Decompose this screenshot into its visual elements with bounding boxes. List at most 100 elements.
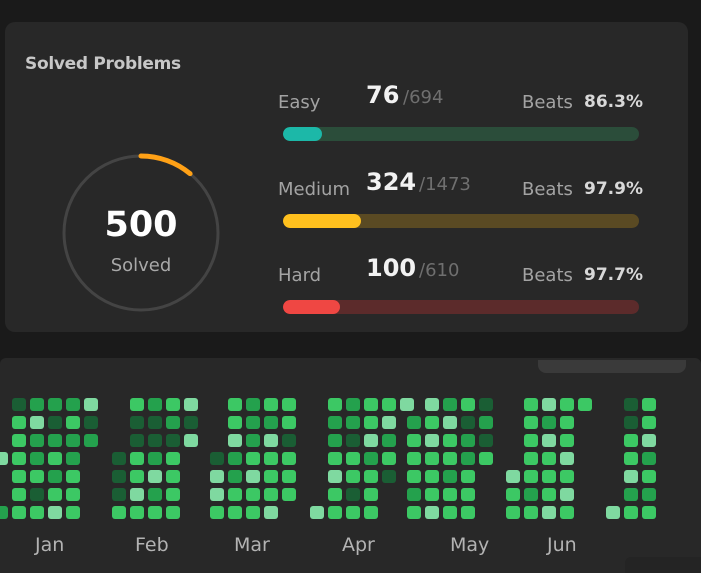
heatmap-cell[interactable] [364,506,378,519]
heatmap-cell[interactable] [66,434,80,447]
heatmap-cell[interactable] [12,506,26,519]
heatmap-cell[interactable] [130,416,144,429]
heatmap-cell[interactable] [264,398,278,411]
heatmap-cell[interactable] [479,398,493,411]
heatmap-cell[interactable] [48,506,62,519]
heatmap-cell[interactable] [246,506,260,519]
heatmap-cell[interactable] [148,470,162,483]
heatmap-cell[interactable] [66,470,80,483]
heatmap-cell[interactable] [166,398,180,411]
heatmap-cell[interactable] [48,488,62,501]
heatmap-cell[interactable] [364,398,378,411]
heatmap-cell[interactable] [264,452,278,465]
heatmap-cell[interactable] [542,506,556,519]
heatmap-cell[interactable] [425,416,439,429]
heatmap-cell[interactable] [166,470,180,483]
heatmap-cell[interactable] [461,506,475,519]
heatmap-cell[interactable] [400,398,414,411]
heatmap-cell[interactable] [130,452,144,465]
heatmap-cell[interactable] [48,434,62,447]
heatmap-cell[interactable] [642,416,656,429]
heatmap-cell[interactable] [148,434,162,447]
heatmap-cell[interactable] [642,434,656,447]
heatmap-cell[interactable] [130,506,144,519]
heatmap-cell[interactable] [30,416,44,429]
heatmap-cell[interactable] [524,434,538,447]
heatmap-cell[interactable] [461,452,475,465]
heatmap-cell[interactable] [282,470,296,483]
heatmap-cell[interactable] [407,416,421,429]
heatmap-cell[interactable] [382,452,396,465]
heatmap-cell[interactable] [12,488,26,501]
heatmap-cell[interactable] [346,506,360,519]
heatmap-cell[interactable] [166,416,180,429]
heatmap-cell[interactable] [346,452,360,465]
heatmap-cell[interactable] [425,434,439,447]
heatmap-cell[interactable] [228,434,242,447]
heatmap-cell[interactable] [560,470,574,483]
heatmap-cell[interactable] [461,434,475,447]
heatmap-cell[interactable] [130,470,144,483]
heatmap-cell[interactable] [282,488,296,501]
heatmap-cell[interactable] [264,488,278,501]
heatmap-cell[interactable] [130,434,144,447]
heatmap-cell[interactable] [30,470,44,483]
heatmap-cell[interactable] [642,488,656,501]
heatmap-cell[interactable] [578,398,592,411]
heatmap-cell[interactable] [148,488,162,501]
heatmap-cell[interactable] [425,506,439,519]
heatmap-cell[interactable] [624,506,638,519]
heatmap-cell[interactable] [560,488,574,501]
heatmap-cell[interactable] [560,398,574,411]
heatmap-cell[interactable] [425,488,439,501]
heatmap-cell[interactable] [382,416,396,429]
heatmap-cell[interactable] [210,452,224,465]
heatmap-cell[interactable] [461,488,475,501]
heatmap-cell[interactable] [624,470,638,483]
heatmap-cell[interactable] [560,434,574,447]
heatmap-cell[interactable] [166,506,180,519]
heatmap-cell[interactable] [30,452,44,465]
heatmap-cell[interactable] [228,488,242,501]
heatmap-cell[interactable] [443,434,457,447]
solved-ring[interactable]: 500 Solved [61,153,221,313]
heatmap-cell[interactable] [328,434,342,447]
heatmap-cell[interactable] [443,452,457,465]
heatmap-cell[interactable] [328,398,342,411]
heatmap-cell[interactable] [48,416,62,429]
heatmap-cell[interactable] [524,506,538,519]
heatmap-cell[interactable] [479,434,493,447]
heatmap-cell[interactable] [228,452,242,465]
heatmap-cell[interactable] [84,434,98,447]
heatmap-cell[interactable] [364,488,378,501]
heatmap-cell[interactable] [407,506,421,519]
heatmap-cell[interactable] [112,488,126,501]
heatmap-cell[interactable] [382,434,396,447]
heatmap-cell[interactable] [48,398,62,411]
heatmap-cell[interactable] [407,488,421,501]
heatmap-cell[interactable] [12,398,26,411]
heatmap-cell[interactable] [328,488,342,501]
heatmap-cell[interactable] [184,398,198,411]
heatmap-cell[interactable] [407,434,421,447]
heatmap-cell[interactable] [112,452,126,465]
heatmap-cell[interactable] [461,398,475,411]
heatmap-cell[interactable] [30,434,44,447]
heatmap-cell[interactable] [130,488,144,501]
heatmap-cell[interactable] [166,452,180,465]
heatmap-cell[interactable] [346,470,360,483]
heatmap-cell[interactable] [642,470,656,483]
heatmap-cell[interactable] [112,506,126,519]
heatmap-cell[interactable] [642,506,656,519]
heatmap-cell[interactable] [282,452,296,465]
heatmap-cell[interactable] [246,398,260,411]
heatmap-cell[interactable] [228,506,242,519]
heatmap-cell[interactable] [264,434,278,447]
heatmap-cell[interactable] [30,398,44,411]
heatmap-cell[interactable] [407,452,421,465]
heatmap-cell[interactable] [12,434,26,447]
heatmap-cell[interactable] [246,488,260,501]
heatmap-cell[interactable] [210,488,224,501]
heatmap-cell[interactable] [264,506,278,519]
heatmap-cell[interactable] [346,434,360,447]
